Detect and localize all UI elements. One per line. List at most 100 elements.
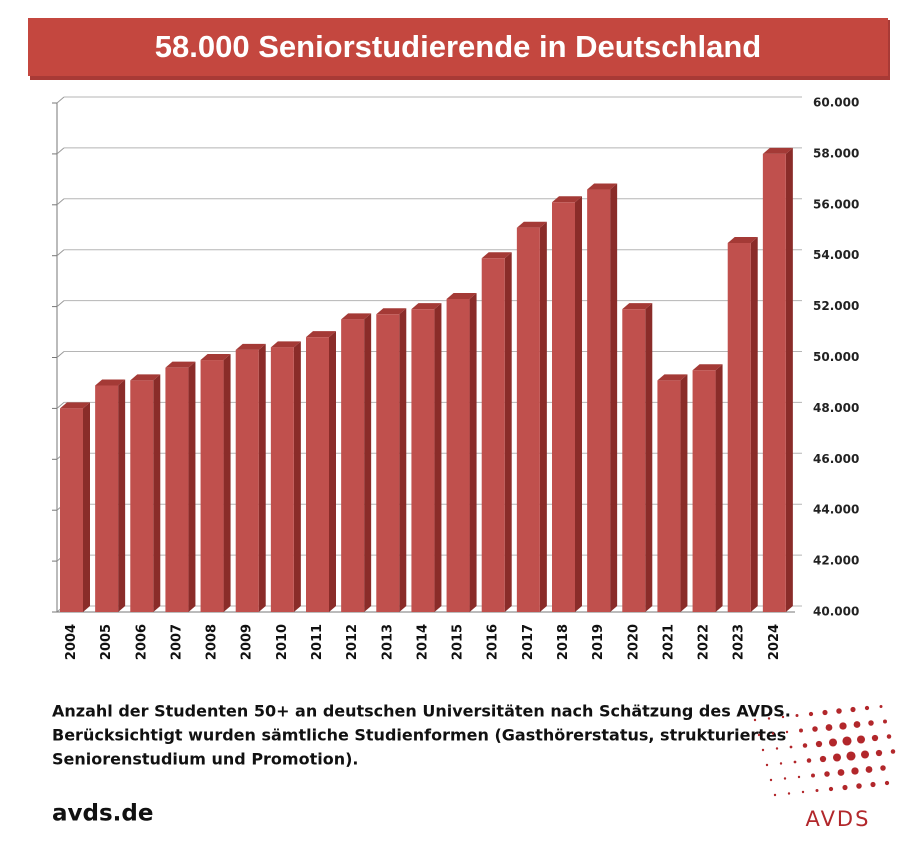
x-tick-label: 2012 (345, 624, 360, 660)
bar-side (258, 343, 266, 612)
bar-side (118, 379, 126, 612)
grid-diag (56, 351, 65, 358)
logo-dot (856, 783, 862, 789)
note-line: Anzahl der Studenten 50+ an deutschen Un… (52, 702, 791, 721)
website: avds.de (52, 801, 153, 827)
note-line: Berücksichtigt wurden sämtliche Studienf… (52, 726, 786, 745)
x-tick-label: 2006 (134, 624, 149, 660)
logo-dot (833, 753, 841, 762)
x-tick-label: 2019 (591, 624, 606, 660)
logo-dot (829, 738, 837, 747)
x-tick-label: 2011 (310, 624, 325, 660)
bar-side (83, 402, 90, 612)
logo-dot (879, 705, 883, 708)
y-tick-label: 46.000 (813, 452, 859, 466)
bar-top (481, 252, 512, 259)
grid-diag (56, 402, 65, 409)
bar-top (727, 236, 758, 243)
y-tick-label: 52.000 (813, 299, 859, 313)
y-tick-label: 48.000 (813, 401, 859, 415)
logo-dot (808, 711, 814, 717)
x-tick-label: 2008 (205, 624, 220, 660)
x-tick-label: 2014 (415, 624, 430, 660)
bar-top (587, 183, 618, 190)
logo-dot (793, 760, 797, 764)
bar-top (692, 364, 723, 371)
x-tick-label: 2023 (732, 624, 747, 660)
logo-dot (842, 736, 852, 746)
bar (552, 202, 575, 612)
y-tick-label: 60.000 (813, 96, 859, 110)
bar-side (645, 303, 653, 612)
bar (130, 380, 154, 612)
bar (446, 298, 470, 612)
logo-dot (757, 733, 761, 737)
x-tick-label: 2024 (767, 624, 782, 660)
logo-dot (846, 751, 856, 761)
logo-dot (851, 767, 859, 775)
bar (376, 314, 400, 612)
grid-diag (56, 249, 65, 257)
bar-top (306, 331, 336, 338)
logo-dot (828, 786, 834, 792)
bar-top (60, 402, 90, 409)
bar-side (715, 364, 723, 612)
bar (165, 367, 189, 612)
logo-dot (836, 708, 842, 714)
bar (60, 408, 83, 612)
bar (692, 370, 716, 612)
logo-dot (801, 790, 805, 794)
bar-top (446, 292, 477, 299)
logo-dot (883, 719, 887, 724)
bar-side (539, 221, 547, 612)
logo-dot (839, 722, 847, 730)
bar-side (399, 308, 407, 612)
bar-side (329, 331, 336, 612)
bar-top (411, 303, 442, 310)
logo-dot (812, 726, 818, 732)
chart-title: 58.000 Seniorstudierende in Deutschland (155, 29, 761, 64)
bar (235, 349, 259, 612)
x-tick-label: 2021 (661, 624, 676, 660)
logo-dot (787, 792, 791, 795)
logo-dot (753, 718, 757, 722)
bar (587, 189, 611, 612)
logo-dot (890, 749, 896, 754)
logo-dot (865, 766, 873, 773)
bar-side (610, 183, 618, 612)
logo-dot (769, 778, 773, 782)
logo-dot (775, 747, 779, 750)
bar-top (376, 308, 407, 315)
logo-dot (864, 705, 870, 711)
logo-dot (789, 745, 793, 749)
y-tick-label: 40.000 (813, 605, 859, 619)
x-tick-label: 2010 (275, 624, 290, 660)
logo-dot (857, 735, 865, 744)
bar (727, 242, 751, 612)
bar-top (130, 374, 161, 381)
bar (306, 337, 329, 612)
bar-side (504, 252, 512, 612)
x-tick-label: 2005 (99, 624, 114, 660)
y-tick-label: 42.000 (813, 554, 859, 568)
bar (657, 380, 681, 612)
bar-side (575, 196, 582, 612)
x-tick-label: 2013 (380, 624, 395, 660)
logo-dot (880, 765, 886, 771)
logo-dot (783, 777, 787, 780)
logo-dot (850, 706, 856, 713)
logo-dot (761, 748, 765, 752)
title-banner (28, 18, 888, 76)
logo-dot (767, 717, 771, 720)
bar (762, 153, 786, 612)
logo-dot (837, 769, 845, 776)
bar (95, 385, 119, 612)
bar-top (270, 341, 301, 348)
bar-top (341, 313, 372, 320)
logo-dot (861, 750, 869, 759)
y-tick-label: 54.000 (813, 248, 859, 262)
y-tick-label: 50.000 (813, 350, 859, 364)
logo-text: AVDS (806, 807, 871, 831)
grid-diag (56, 300, 65, 307)
x-tick-label: 2016 (486, 624, 501, 660)
